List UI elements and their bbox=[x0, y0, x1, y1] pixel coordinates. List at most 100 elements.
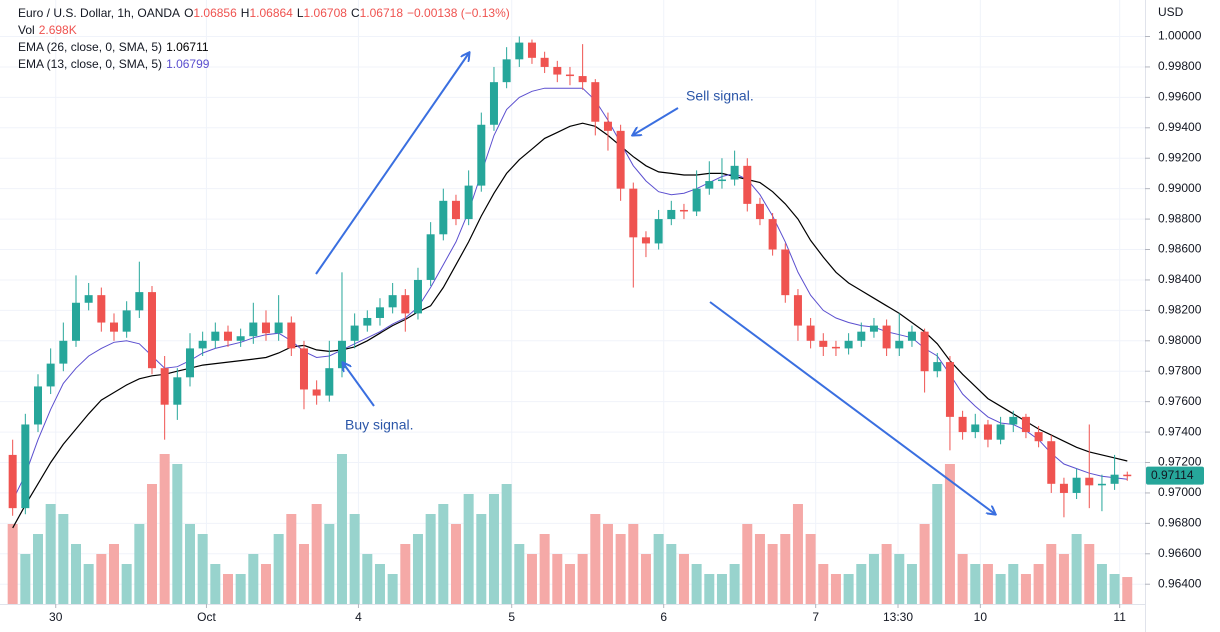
candle-body bbox=[388, 295, 397, 308]
candle-body bbox=[299, 348, 308, 390]
volume-bar bbox=[932, 484, 943, 604]
volume-bar bbox=[881, 544, 892, 604]
candle-body bbox=[869, 325, 878, 332]
volume-bar bbox=[564, 564, 575, 604]
y-tick-label: 0.97600 bbox=[1158, 394, 1202, 408]
volume-bar bbox=[32, 534, 43, 604]
y-tick-label: 0.97000 bbox=[1158, 485, 1202, 499]
candle-body bbox=[882, 325, 891, 349]
volume-bar bbox=[438, 504, 449, 604]
last-price-badge bbox=[1146, 466, 1204, 485]
candle-body bbox=[603, 121, 612, 131]
volume-legend: Vol 2.698K bbox=[18, 23, 77, 37]
candle-body bbox=[755, 203, 764, 220]
candle-body bbox=[375, 307, 384, 318]
volume-bar bbox=[957, 554, 968, 604]
candle-body bbox=[553, 66, 562, 75]
candle-body bbox=[198, 340, 207, 349]
candle-body bbox=[527, 42, 536, 58]
candle-body bbox=[274, 322, 283, 334]
ema-value: 1.06711 bbox=[166, 40, 209, 54]
candle-body bbox=[135, 292, 144, 311]
volume-bar bbox=[400, 544, 411, 604]
volume-bar bbox=[108, 544, 119, 604]
x-tick-label: 11 bbox=[1113, 610, 1126, 624]
volume-bar bbox=[577, 554, 588, 604]
candle-body bbox=[971, 424, 980, 433]
candle-body bbox=[451, 200, 460, 220]
candle-body bbox=[1009, 416, 1018, 425]
x-tick-label: 6 bbox=[660, 610, 667, 624]
y-tick-label: 0.99000 bbox=[1158, 181, 1202, 195]
volume-bar bbox=[539, 534, 550, 604]
volume-bar bbox=[1096, 564, 1107, 604]
volume-bar bbox=[374, 564, 385, 604]
candle-body bbox=[629, 188, 638, 238]
volume-bar bbox=[754, 534, 765, 604]
volume-bar bbox=[906, 564, 917, 604]
y-tick-label: 0.97200 bbox=[1158, 455, 1202, 469]
change: −0.00138 (−0.13%) bbox=[407, 6, 510, 20]
ema-legend: EMA (13, close, 0, SMA, 5) 1.06799 bbox=[18, 57, 210, 71]
arrow bbox=[315, 53, 469, 275]
grid bbox=[0, 0, 1145, 604]
candle-body bbox=[1034, 432, 1043, 442]
y-tick-label: 0.98000 bbox=[1158, 333, 1202, 347]
volume-bar bbox=[843, 574, 854, 604]
candle-body bbox=[1097, 483, 1106, 486]
volume-bar bbox=[982, 564, 993, 604]
arrow bbox=[709, 301, 995, 514]
volume-bar bbox=[944, 464, 955, 604]
candle-body bbox=[1123, 474, 1132, 477]
last-price-label: 0.97114 bbox=[1151, 468, 1194, 482]
volume-bar bbox=[184, 524, 195, 604]
ema-legend: EMA (26, close, 0, SMA, 5) 1.06711 bbox=[18, 40, 209, 54]
volume-bar bbox=[704, 574, 715, 604]
annotation: Buy signal. bbox=[345, 417, 413, 433]
ohlc-key: H bbox=[241, 6, 250, 20]
candle-body bbox=[616, 130, 625, 189]
volume-value: 2.698K bbox=[39, 23, 77, 37]
volume-bar bbox=[868, 554, 879, 604]
y-tick-label: 0.98600 bbox=[1158, 242, 1202, 256]
candle-body bbox=[945, 362, 954, 417]
volume-bar bbox=[159, 454, 170, 604]
candle-body bbox=[147, 292, 156, 369]
y-tick-label: 0.96600 bbox=[1158, 546, 1202, 560]
volume-bar bbox=[45, 504, 56, 604]
candle-body bbox=[401, 295, 410, 314]
volume-bar bbox=[387, 574, 398, 604]
volume bbox=[7, 454, 1133, 604]
volume-bar bbox=[678, 554, 689, 604]
volume-bar bbox=[1033, 564, 1044, 604]
candle-body bbox=[71, 302, 80, 341]
volume-bar bbox=[818, 564, 829, 604]
arrow bbox=[633, 107, 679, 135]
candle-body bbox=[211, 331, 220, 341]
candle-body bbox=[806, 325, 815, 341]
candle-body bbox=[1021, 416, 1030, 433]
candle-body bbox=[515, 42, 524, 60]
candle-body bbox=[160, 368, 169, 405]
volume-bar bbox=[767, 544, 778, 604]
volume-bar bbox=[526, 554, 537, 604]
ohlc-value: 1.06718 bbox=[360, 6, 404, 20]
candle-body bbox=[1047, 441, 1056, 484]
candle-body bbox=[983, 424, 992, 440]
volume-bar bbox=[260, 564, 271, 604]
volume-bar bbox=[210, 564, 221, 604]
candle-body bbox=[844, 340, 853, 349]
volume-bar bbox=[792, 504, 803, 604]
x-tick-label: 7 bbox=[812, 610, 819, 624]
volume-bar bbox=[729, 564, 740, 604]
y-tick-label: 0.98200 bbox=[1158, 303, 1202, 317]
volume-bar bbox=[1058, 554, 1069, 604]
volume-bar bbox=[172, 464, 183, 604]
x-tick-label: 5 bbox=[508, 610, 515, 624]
ema-value: 1.06799 bbox=[166, 57, 210, 71]
candle-body bbox=[1059, 483, 1068, 493]
candle-body bbox=[743, 165, 752, 204]
candle-body bbox=[249, 322, 258, 337]
volume-bar bbox=[476, 514, 487, 604]
